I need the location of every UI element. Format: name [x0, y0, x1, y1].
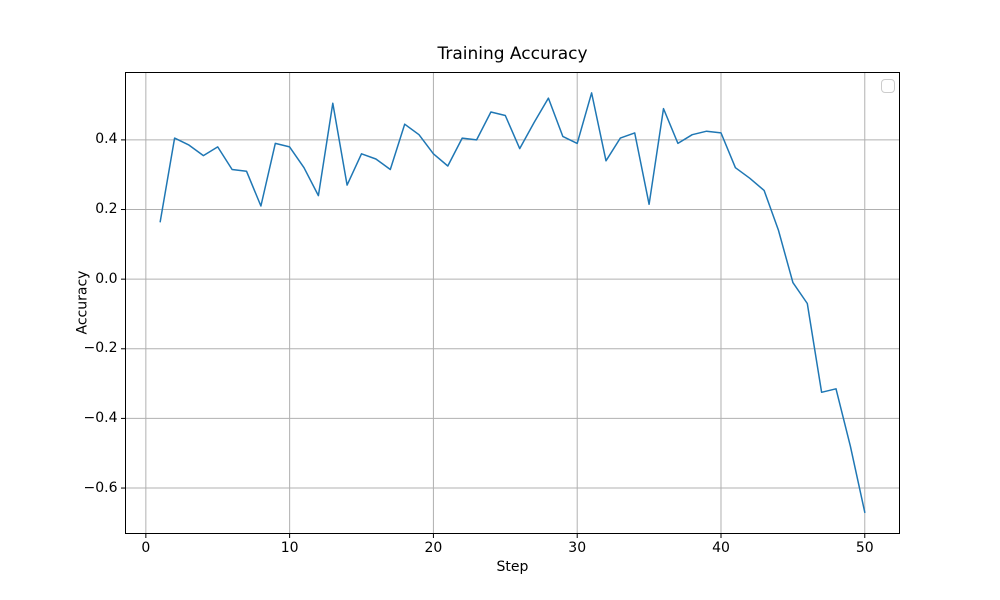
y-tick-label: −0.6	[83, 479, 118, 496]
y-tick-label: 0.0	[95, 270, 118, 287]
x-tick-label: 20	[424, 540, 443, 556]
y-tick-label: −0.4	[83, 409, 118, 426]
y-tick-label: 0.4	[95, 131, 118, 148]
chart-title: Training Accuracy	[437, 44, 588, 64]
x-tick-label: 30	[568, 540, 587, 556]
x-tick-label: 40	[712, 540, 730, 556]
y-tick-label: 0.2	[95, 201, 118, 218]
y-axis-label: Accuracy	[74, 270, 91, 335]
accuracy-line	[159, 92, 866, 514]
axes-spines	[125, 72, 900, 534]
x-axis-label: Step	[496, 559, 529, 575]
x-tick-label: 0	[141, 540, 151, 556]
x-tick-label: 50	[855, 540, 874, 556]
legend-empty-box	[881, 79, 895, 93]
x-tick-label: 10	[280, 540, 299, 556]
y-tick-label: −0.2	[83, 340, 118, 357]
